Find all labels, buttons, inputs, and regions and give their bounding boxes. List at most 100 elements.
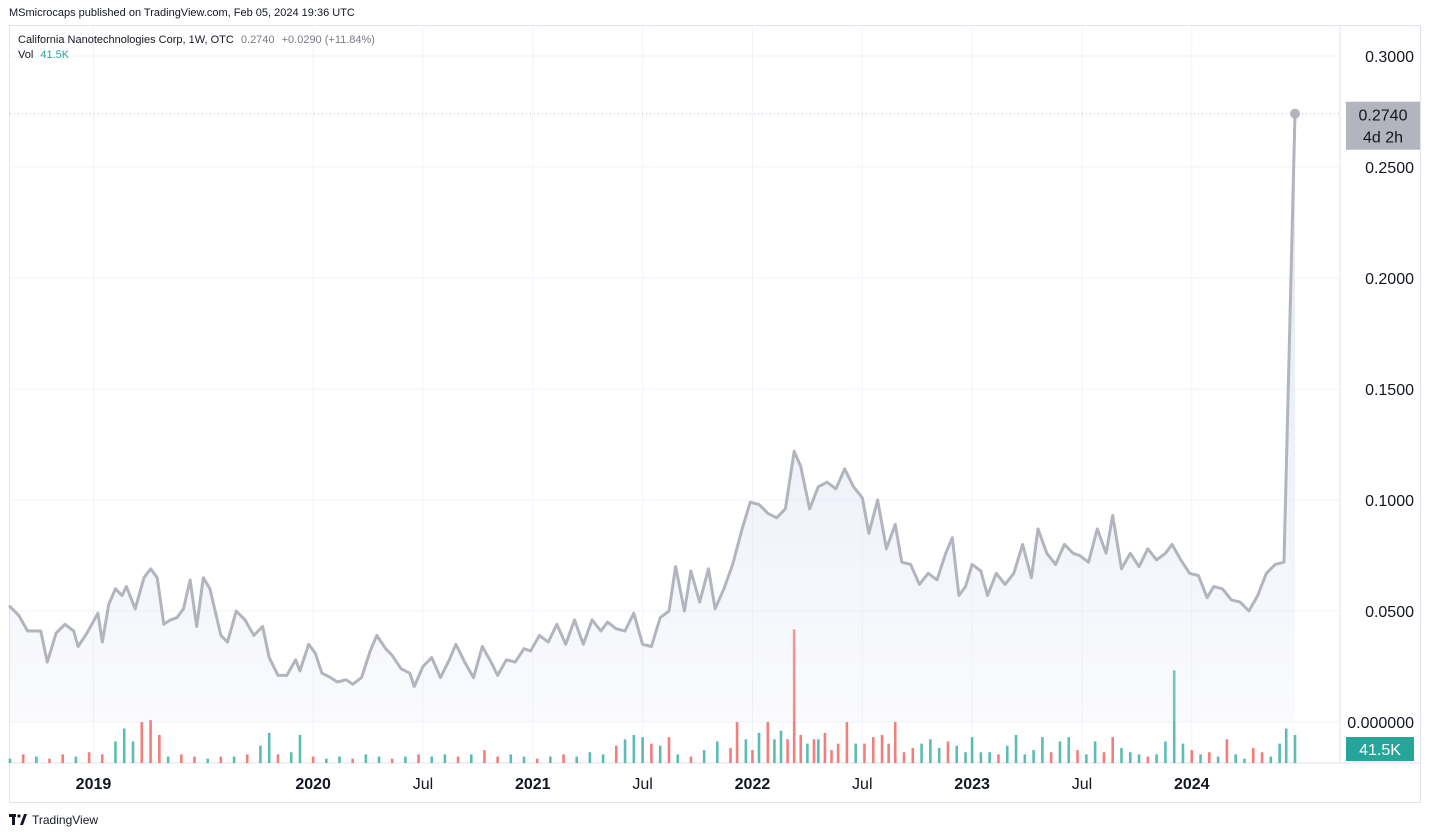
- volume-bar: [588, 752, 592, 763]
- volume-bar: [920, 743, 923, 763]
- volume-bar: [751, 750, 754, 763]
- volume-bar: [1269, 756, 1273, 763]
- y-tick-label: 0.2500: [1365, 160, 1414, 177]
- volume-bar: [8, 758, 12, 763]
- volume-bar: [766, 722, 770, 763]
- volume-bar: [549, 756, 552, 763]
- x-tick-label: Jul: [852, 776, 872, 793]
- volume-bar: [377, 756, 381, 763]
- volume-bar: [1216, 756, 1220, 763]
- legend-change: +0.0290 (+11.84%): [281, 34, 375, 46]
- volume-bar: [893, 722, 897, 763]
- y-tick-label: 0.0500: [1365, 604, 1414, 621]
- volume-bar: [267, 732, 271, 763]
- volume-bar: [48, 758, 51, 763]
- volume-bar: [131, 741, 135, 763]
- volume-bar: [100, 754, 104, 763]
- legend-symbol-row: California Nanotechnologies Corp, 1W, OT…: [18, 33, 379, 48]
- publisher-line: MSmicrocaps published on TradingView.com…: [9, 7, 355, 19]
- volume-bar: [364, 754, 368, 763]
- legend-volume-row: Vol 41.5K: [18, 48, 379, 63]
- volume-bar: [417, 754, 420, 763]
- volume-bar: [614, 745, 618, 763]
- volume-bar: [806, 743, 809, 763]
- last-price-tag-value: 0.2740: [1359, 108, 1408, 125]
- volume-bar: [812, 739, 816, 763]
- volume-bar: [562, 754, 565, 763]
- volume-bar: [623, 739, 627, 763]
- volume-bar: [964, 752, 967, 763]
- volume-bar: [219, 756, 223, 763]
- volume-bar: [1128, 752, 1132, 763]
- y-tick-label: 0.1000: [1365, 493, 1414, 510]
- volume-bar: [817, 739, 820, 763]
- x-tick-label: Jul: [1072, 776, 1092, 793]
- volume-bar: [729, 747, 732, 763]
- volume-bar: [298, 735, 302, 763]
- volume-bar: [1251, 747, 1255, 763]
- y-tick-label: 0.3000: [1365, 49, 1414, 66]
- volume-bar: [1146, 756, 1150, 763]
- volume-bar: [902, 752, 906, 763]
- volume-bar: [1120, 747, 1123, 763]
- volume-bar: [1085, 754, 1088, 763]
- volume-bar: [1164, 741, 1167, 763]
- legend-symbol[interactable]: California Nanotechnologies Corp, 1W, OT…: [18, 34, 234, 46]
- volume-bar: [1293, 735, 1297, 763]
- volume-bar: [1005, 745, 1009, 763]
- volume-bar: [180, 754, 183, 763]
- volume-bar: [799, 735, 803, 763]
- footer-brand-label: TradingView: [32, 813, 99, 827]
- volume-bar: [1014, 735, 1018, 763]
- x-tick-label: 2022: [735, 776, 771, 793]
- volume-bar: [1208, 752, 1211, 763]
- volume-bar: [1190, 750, 1194, 763]
- legend-vol-label[interactable]: Vol: [18, 49, 34, 61]
- volume-bar: [863, 743, 866, 763]
- volume-bar: [311, 756, 315, 763]
- volume-bar: [443, 754, 447, 763]
- volume-bar: [632, 735, 636, 763]
- x-tick-label: 2021: [515, 776, 551, 793]
- last-price-tag: [1346, 101, 1420, 150]
- volume-bar: [1234, 754, 1237, 763]
- volume-bar: [988, 752, 991, 763]
- volume-bar: [702, 750, 706, 763]
- volume-bar: [773, 739, 776, 763]
- volume-bar: [1199, 754, 1202, 763]
- volume-bar: [735, 722, 739, 763]
- legend-price: 0.2740: [240, 34, 275, 46]
- volume-bar: [946, 741, 950, 763]
- volume-bar: [158, 735, 161, 763]
- volume-bar: [689, 756, 693, 763]
- tradingview-logo-icon: [9, 814, 27, 826]
- volume-bar: [351, 758, 354, 763]
- volume-bar: [404, 756, 407, 763]
- volume-bar: [1102, 752, 1106, 763]
- price-area: [10, 113, 1295, 722]
- volume-bar: [601, 754, 605, 763]
- volume-bar: [929, 739, 932, 763]
- volume-bar: [496, 756, 499, 763]
- y-tick-label: 0.2000: [1365, 271, 1414, 288]
- volume-bar: [871, 737, 875, 763]
- volume-bar: [140, 722, 144, 763]
- volume-bar: [1137, 754, 1141, 763]
- x-tick-label: 2023: [954, 776, 990, 793]
- volume-bar: [979, 752, 983, 763]
- volume-bar: [658, 745, 662, 763]
- volume-bar: [276, 754, 280, 763]
- volume-bar: [206, 758, 209, 763]
- volume-bar: [338, 756, 341, 763]
- volume-bar: [1260, 752, 1264, 763]
- footer-brand[interactable]: TradingView: [9, 813, 98, 827]
- volume-bar: [21, 754, 25, 763]
- volume-tag-value: 41.5K: [1359, 742, 1401, 759]
- price-line[interactable]: [8, 112, 1297, 688]
- volume-bar: [74, 756, 78, 763]
- x-tick-label: 2020: [295, 776, 331, 793]
- volume-bar: [779, 730, 783, 763]
- volume-bar: [757, 732, 761, 763]
- volume-bar: [1093, 741, 1097, 763]
